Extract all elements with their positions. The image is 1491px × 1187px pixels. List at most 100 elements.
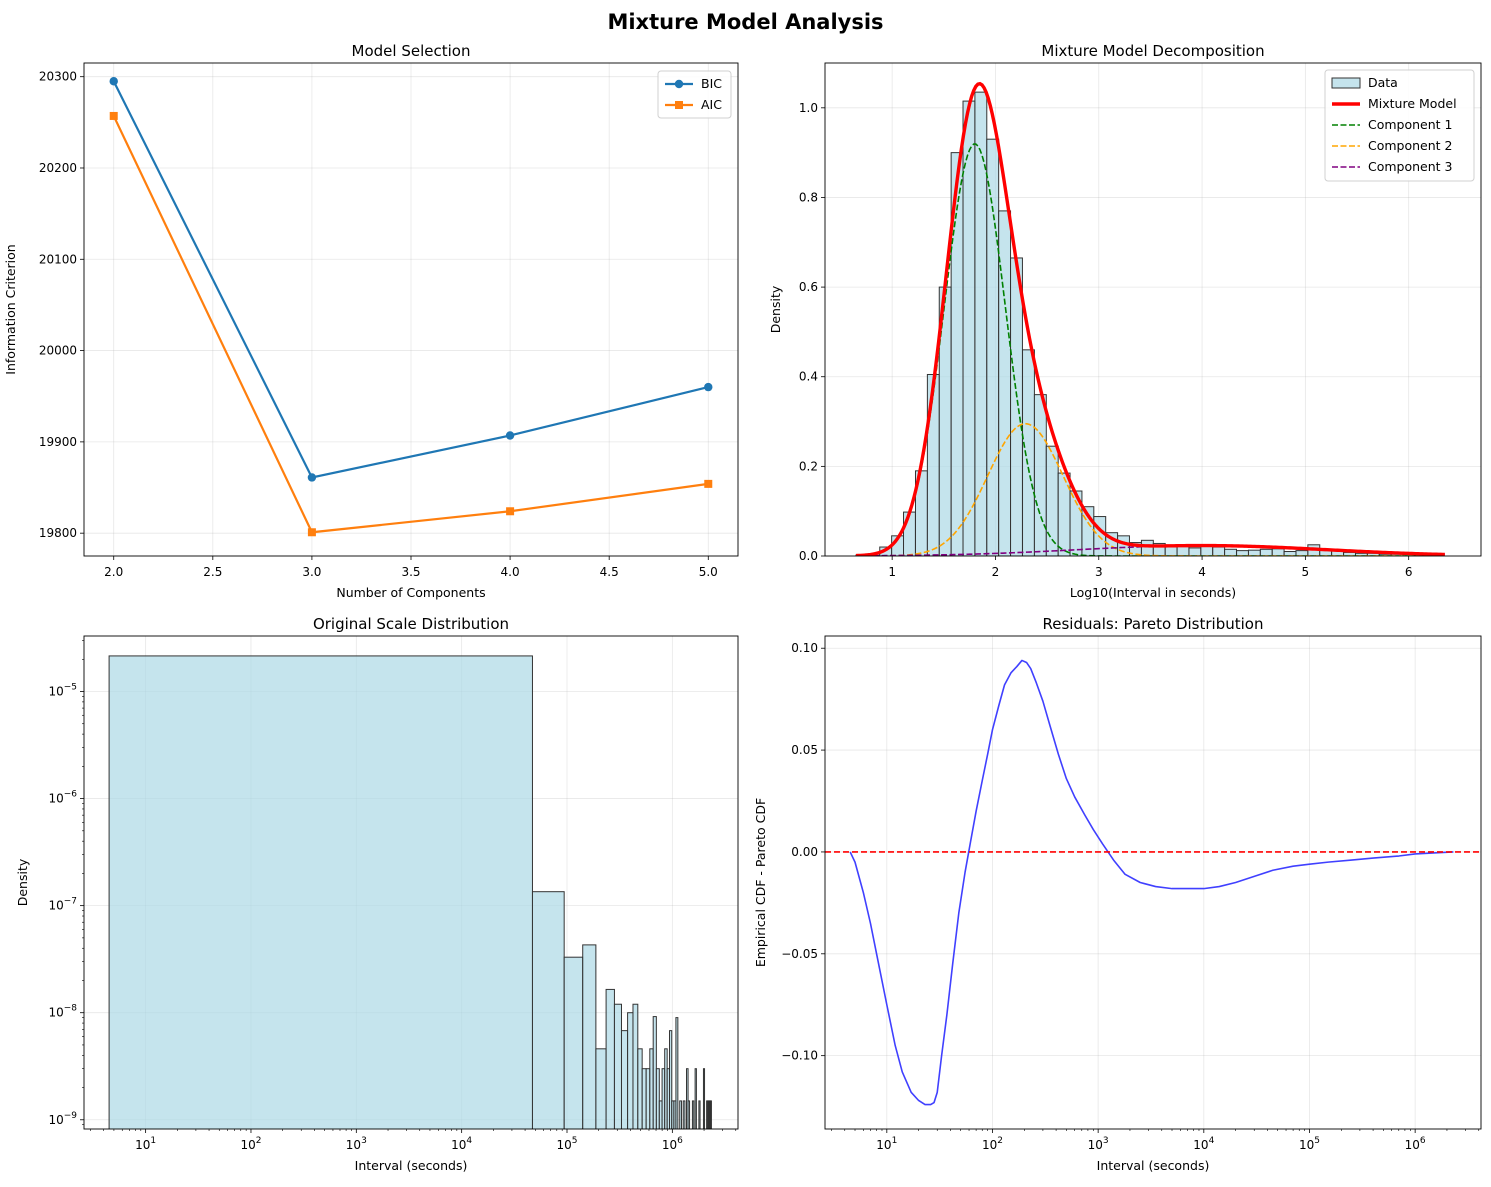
histogram-bar <box>645 1068 651 1129</box>
y-tick-label: 10−6 <box>48 790 77 806</box>
ticks <box>80 76 709 560</box>
y-tick-label: 19900 <box>39 435 77 449</box>
y-tick-label: 20200 <box>39 161 77 175</box>
subplot-2: 1 2 3 4 5 6 0.0 0.2 0.4 0.6 0.8 1.0 Mixture Model De… <box>768 42 1482 600</box>
histogram-bar <box>698 1100 701 1129</box>
histogram-bar <box>986 138 1000 556</box>
legend-label: Mixture Model <box>1368 96 1457 111</box>
x-tick-label-exp: 1 <box>892 1136 898 1146</box>
histogram-bar <box>1140 539 1154 556</box>
y-tick-label-exp: −9 <box>64 1111 78 1121</box>
legend-label: AIC <box>701 97 722 112</box>
legend-marker <box>675 101 683 109</box>
x-tick-label: 104 <box>451 1136 472 1152</box>
x-tick-label: 101 <box>135 1136 156 1152</box>
data-point-aic <box>307 528 316 537</box>
histogram-bar <box>686 1068 689 1129</box>
x-tick-label: 5 <box>1302 565 1310 579</box>
histogram-bar <box>702 1068 706 1129</box>
x-tick-label: 105 <box>1299 1136 1320 1152</box>
y-axis-label: Information Criterion <box>3 244 18 374</box>
x-tick-label: 6 <box>1405 565 1413 579</box>
x-tick-label-base: 10 <box>1088 1138 1103 1152</box>
y-tick-label: 0.05 <box>791 743 818 757</box>
legend-label: Component 1 <box>1368 117 1453 132</box>
legend-label: Component 3 <box>1368 159 1453 174</box>
legend: Data Mixture Model Component 1 Component 2 C… <box>1324 69 1475 182</box>
x-tick-label-exp: 5 <box>572 1136 578 1146</box>
histogram-bar <box>694 1068 697 1129</box>
x-tick-label: 102 <box>240 1136 261 1152</box>
x-tick-label-base: 10 <box>982 1138 997 1152</box>
y-tick-label-exp: −6 <box>64 790 78 800</box>
y-tick-label: 1.0 <box>799 101 818 115</box>
x-tick-label: 2.5 <box>203 565 222 579</box>
y-tick-label-exp: −7 <box>64 897 77 907</box>
x-tick-label-base: 10 <box>1299 1138 1314 1152</box>
plot-area <box>825 659 1481 1106</box>
subplot-title: Mixture Model Decomposition <box>1041 42 1264 60</box>
histogram-bar <box>1212 546 1226 556</box>
x-tick-label-base: 10 <box>556 1138 571 1152</box>
histogram-bar <box>1295 550 1309 556</box>
figure-title: Mixture Model Analysis <box>607 10 884 34</box>
histogram-bar <box>637 1048 643 1129</box>
x-tick-label-exp: 6 <box>677 1136 683 1146</box>
legend-marker <box>674 79 684 89</box>
x-tick-label: 104 <box>1193 1136 1214 1152</box>
y-tick-label-base: 10 <box>48 792 63 806</box>
y-axis-label: Density <box>768 285 783 333</box>
histogram-bar <box>1022 349 1035 556</box>
histogram-bar <box>974 91 988 556</box>
legend-box <box>1324 69 1475 182</box>
histogram-bar <box>632 1003 639 1129</box>
x-tick-label: 103 <box>346 1136 367 1152</box>
subplot-title: Model Selection <box>352 42 471 60</box>
y-tick-label: 20100 <box>39 252 77 266</box>
subplot-4: 101 102 103 104 105 106−0.10−0.050.000.050.10… <box>753 615 1482 1173</box>
axes-frame <box>824 62 1482 557</box>
histogram-bar <box>1010 257 1023 556</box>
histogram-bar <box>1271 548 1285 556</box>
x-tick-label: 3.0 <box>302 565 321 579</box>
histogram-bar <box>108 655 533 1129</box>
histogram-bar <box>903 511 916 556</box>
y-tick-label: 0.2 <box>799 459 818 473</box>
residual-line <box>849 659 1454 1106</box>
component-2-curve <box>855 422 1445 556</box>
x-tick-label-exp: 2 <box>256 1136 262 1146</box>
histogram-bar <box>682 1100 686 1129</box>
x-axis-label: Log10(Interval in seconds) <box>1070 585 1236 600</box>
plot-area <box>108 655 712 1129</box>
y-tick-label: −0.05 <box>781 947 818 961</box>
y-tick-label: 10−8 <box>48 1004 77 1020</box>
histogram-bar <box>649 1048 654 1129</box>
ticks <box>821 107 1410 560</box>
x-tick-label-exp: 5 <box>1314 1136 1320 1146</box>
y-tick-label: 10−7 <box>48 897 77 913</box>
histogram-bar <box>1224 548 1237 556</box>
x-tick-label-base: 10 <box>346 1138 361 1152</box>
subplot-title: Residuals: Pareto Distribution <box>1043 615 1264 633</box>
plot-area <box>855 81 1445 556</box>
plot-area <box>109 77 713 537</box>
y-tick-label: 20300 <box>39 70 77 84</box>
x-tick-label: 106 <box>1405 1136 1426 1152</box>
data-point-bic <box>505 431 515 440</box>
subplot-title: Original Scale Distribution <box>313 615 509 633</box>
grid <box>84 63 738 556</box>
y-tick-label: 0.00 <box>791 845 818 859</box>
x-tick-label: 2 <box>992 565 1000 579</box>
legend-label: Component 2 <box>1368 138 1453 153</box>
grid <box>825 636 1481 1129</box>
histogram-bar <box>926 373 940 556</box>
y-tick-label: 0.8 <box>799 190 818 204</box>
y-tick-label: 0.0 <box>799 549 818 563</box>
x-tick-label-base: 10 <box>1405 1138 1420 1152</box>
legend: BIC AIC <box>657 70 732 119</box>
x-axis-label: Interval (seconds) <box>1097 1158 1210 1173</box>
histogram-bar <box>691 1100 695 1129</box>
x-tick-label: 4.0 <box>501 565 520 579</box>
x-tick-label: 3.5 <box>401 565 420 579</box>
